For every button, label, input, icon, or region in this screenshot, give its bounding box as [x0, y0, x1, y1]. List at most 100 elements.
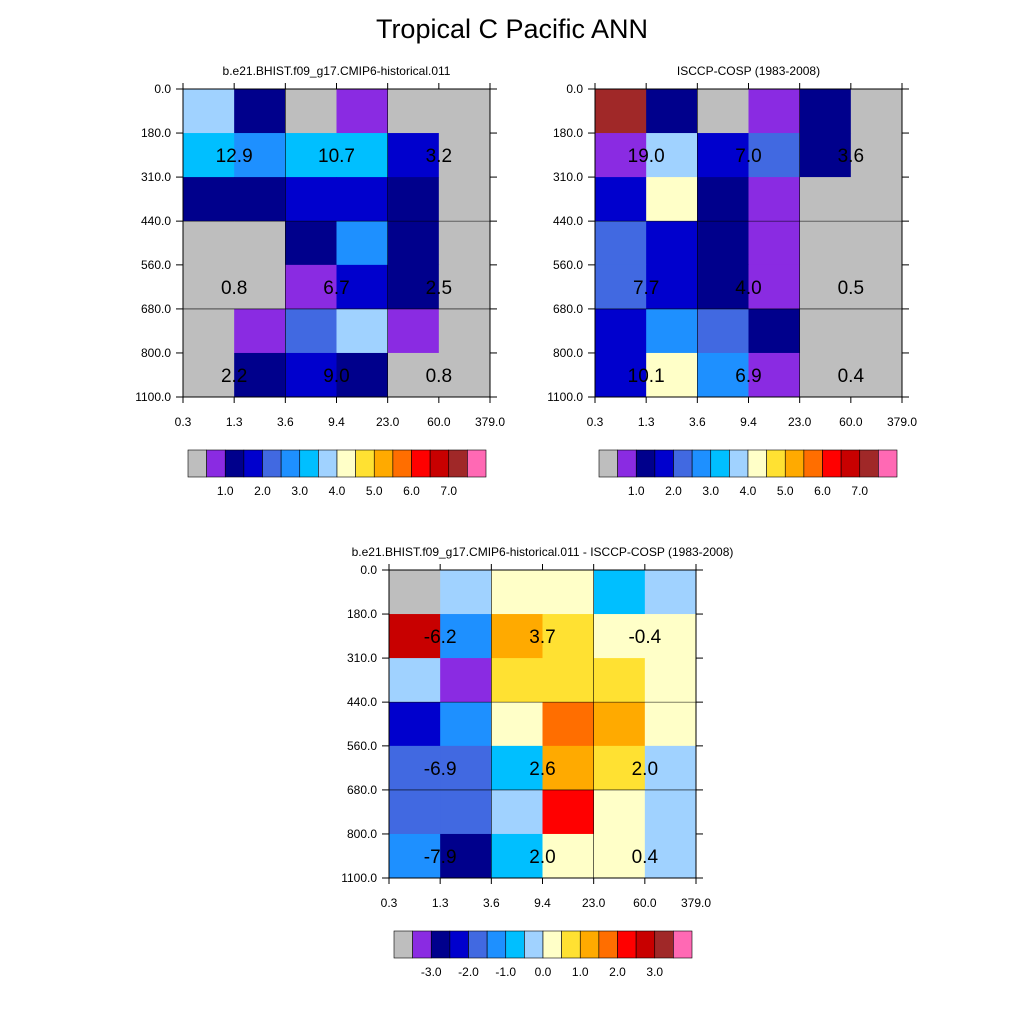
heatmap-cell [491, 702, 543, 747]
colorbar-swatch [654, 930, 674, 959]
cell-annotation: 6.9 [735, 366, 761, 387]
cell-annotation: 6.7 [323, 278, 349, 299]
colorbar-label: 1.0 [572, 965, 589, 979]
heatmap-cell [593, 745, 646, 791]
colorbar-swatch [467, 449, 487, 478]
cell-annotation: 9.0 [323, 366, 349, 387]
heatmap-cell [387, 89, 440, 134]
heatmap-cell [183, 133, 235, 178]
heatmap-cell [542, 614, 595, 659]
colorbar-swatch [840, 449, 861, 478]
colorbar-swatch [673, 449, 693, 478]
colorbar-label: -1.0 [495, 965, 516, 979]
heatmap-cell [595, 133, 647, 178]
colorbar: -3.0 -2.0 -1.0 0.0 1.0 2.0 3.0 [393, 930, 693, 979]
x-tick-label: 9.4 [534, 896, 551, 910]
heatmap-cell [644, 614, 697, 659]
heatmap-cell [387, 133, 440, 178]
y-tick-label: 0.0 [360, 563, 377, 577]
colorbar-label: 5.0 [366, 484, 383, 498]
heatmap-cell [387, 352, 440, 398]
colorbar-swatch [262, 449, 282, 478]
heatmap-cell [542, 570, 595, 615]
x-tick-label: 23.0 [376, 415, 400, 429]
heatmap-cell [748, 308, 801, 354]
colorbar-swatch [430, 930, 451, 959]
colorbar-swatch [505, 930, 525, 959]
y-tick-label: 0.0 [154, 82, 171, 96]
y-tick-label: 560.0 [141, 258, 171, 272]
colorbar-label: 7.0 [440, 484, 457, 498]
colorbar-label: -3.0 [421, 965, 442, 979]
colorbar-label: 4.0 [329, 484, 346, 498]
page-title: Tropical C Pacific ANN [375, 14, 649, 44]
colorbar-label: 3.0 [702, 484, 719, 498]
heatmap-cell [389, 833, 441, 879]
x-tick-label: 0.3 [587, 415, 604, 429]
cell-annotation: 0.8 [426, 366, 452, 387]
heatmap-cell [491, 570, 543, 615]
heatmap-cell [593, 833, 646, 879]
y-tick-label: 310.0 [553, 170, 583, 184]
y-tick-label: 310.0 [347, 651, 377, 665]
heatmap-cell [285, 133, 337, 178]
colorbar-swatch [747, 449, 767, 478]
heatmap-cell [799, 308, 852, 354]
heatmap-cell [183, 308, 235, 354]
y-tick-label: 440.0 [347, 695, 377, 709]
heatmap-cell [336, 89, 389, 134]
heatmap-cell [234, 352, 286, 398]
heatmap-cell [595, 177, 647, 222]
heatmap-cell [491, 745, 543, 791]
panel-title: b.e21.BHIST.f09_g17.CMIP6-historical.011… [352, 545, 734, 559]
colorbar-swatch [598, 930, 618, 959]
y-tick-label: 800.0 [553, 346, 583, 360]
heatmap-cell [644, 702, 697, 747]
cell-annotation: 7.7 [633, 278, 659, 299]
x-tick-label: 3.6 [483, 896, 500, 910]
x-tick-label: 379.0 [681, 896, 711, 910]
x-tick-label: 1.3 [432, 896, 449, 910]
heatmap-cell [234, 308, 286, 354]
heatmap-cell [389, 745, 441, 791]
panel-title: b.e21.BHIST.f09_g17.CMIP6-historical.011 [223, 64, 451, 78]
heatmap-cell [850, 264, 903, 310]
x-tick-label: 60.0 [839, 415, 863, 429]
colorbar-swatch [878, 449, 898, 478]
colorbar-swatch [579, 930, 600, 959]
colorbar-swatch [784, 449, 805, 478]
heatmap-cell [440, 658, 492, 703]
colorbar-label: 3.0 [646, 965, 663, 979]
heatmap-cell [799, 133, 852, 178]
x-tick-label: 9.4 [740, 415, 757, 429]
colorbar-swatch [673, 930, 693, 959]
heatmap-cell [850, 89, 903, 134]
heatmap-cell [595, 221, 647, 266]
heatmap-cell [387, 308, 440, 354]
heatmap-cell [234, 133, 286, 178]
colorbar-swatch [822, 449, 842, 478]
colorbar-swatch [524, 930, 544, 959]
y-tick-label: 680.0 [347, 783, 377, 797]
y-tick-label: 180.0 [553, 126, 583, 140]
colorbar-swatch [393, 930, 413, 959]
colorbar-label: 2.0 [609, 965, 626, 979]
heatmap-cell [799, 264, 852, 310]
y-tick-label: 440.0 [141, 214, 171, 228]
colorbar-swatch [803, 449, 823, 478]
heatmap-cell [697, 308, 749, 354]
cell-annotation: 19.0 [628, 146, 665, 167]
heatmap-cell [491, 614, 543, 659]
heatmap-cell [234, 89, 286, 134]
colorbar-swatch [635, 930, 656, 959]
heatmap-cell [850, 221, 903, 266]
cell-annotation: -6.9 [424, 759, 457, 780]
heatmap-cell [646, 89, 698, 134]
heatmap-cell [850, 133, 903, 178]
heatmap-cell [234, 177, 286, 222]
y-tick-label: 440.0 [553, 214, 583, 228]
heatmap-cell [644, 745, 697, 791]
colorbar-swatch [542, 930, 562, 959]
cell-annotation: -6.2 [424, 627, 457, 648]
colorbar-swatch [187, 449, 207, 478]
